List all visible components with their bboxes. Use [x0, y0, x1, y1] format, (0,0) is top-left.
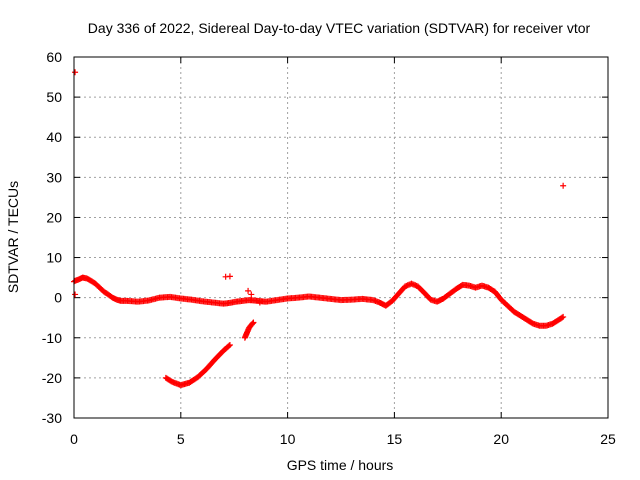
y-axis-label: SDTVAR / TECUs	[5, 181, 21, 293]
x-tick-label: 20	[493, 431, 509, 447]
axis-ticks	[73, 56, 609, 419]
y-tick-labels: 60 50 40 30 20 10 0 -10 -20 -30	[42, 49, 62, 426]
data-point-isolated	[560, 182, 567, 189]
data-point-isolated	[256, 299, 263, 306]
data-point-main	[559, 314, 566, 321]
y-tick-label: 10	[46, 250, 62, 266]
y-tick-label: 0	[54, 290, 62, 306]
data-point-arc	[226, 341, 233, 348]
data-point-isolated	[245, 287, 252, 294]
y-tick-label: -30	[42, 410, 62, 426]
x-tick-label: 5	[177, 431, 185, 447]
chart-title: Day 336 of 2022, Sidereal Day-to-day VTE…	[88, 20, 591, 36]
x-tick-label: 10	[280, 431, 296, 447]
x-tick-label: 15	[387, 431, 403, 447]
data-point-isolated	[248, 291, 255, 298]
x-axis-label: GPS time / hours	[287, 457, 394, 473]
data-point-main	[560, 313, 567, 320]
x-tick-label: 25	[600, 431, 616, 447]
data-point-isolated	[72, 69, 79, 76]
data-point-isolated	[72, 291, 79, 298]
grid-lines	[74, 57, 608, 418]
y-tick-label: -20	[42, 370, 62, 386]
y-tick-label: 30	[46, 169, 62, 185]
data-point-arc	[226, 342, 233, 349]
x-tick-label: 0	[70, 431, 78, 447]
data-point-isolated	[226, 273, 233, 280]
data-point-rising	[250, 319, 257, 326]
y-tick-label: 40	[46, 129, 62, 145]
y-tick-label: 20	[46, 209, 62, 225]
y-tick-label: 60	[46, 49, 62, 65]
y-tick-label: 50	[46, 89, 62, 105]
y-tick-label: -10	[42, 330, 62, 346]
plot-frame	[73, 56, 609, 419]
data-point-rising	[249, 320, 256, 327]
data-points	[71, 69, 567, 389]
x-tick-labels: 0 5 10 15 20 25	[70, 431, 616, 447]
